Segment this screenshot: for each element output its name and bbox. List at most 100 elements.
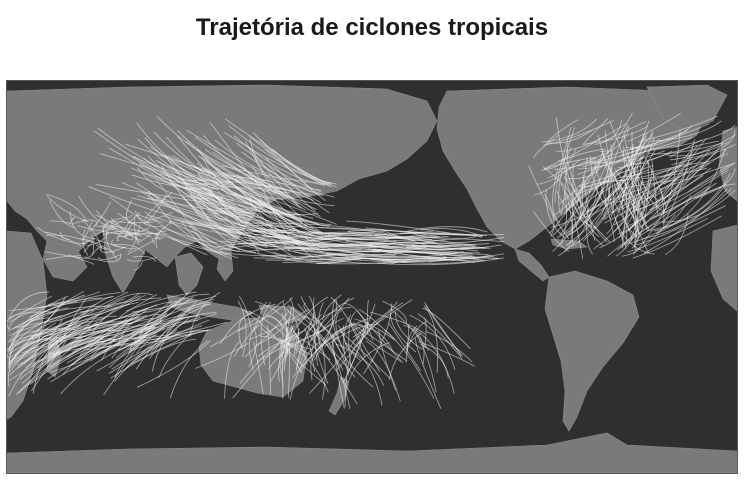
cyclone-track-south-pacific: [260, 336, 315, 358]
cyclone-track-south-pacific: [253, 341, 264, 395]
cyclone-track-north-atlantic-recurve: [601, 121, 647, 143]
cyclone-track-northeast-pacific: [279, 248, 355, 256]
cyclone-track-northwest-pacific: [186, 129, 294, 190]
cyclone-track-north-indian: [132, 255, 157, 263]
cyclone-track-north-atlantic: [613, 200, 633, 241]
cyclone-track-northwest-pacific: [248, 146, 301, 208]
cyclone-track-north-atlantic: [653, 169, 729, 218]
cyclone-track-south-indian: [30, 319, 133, 337]
cyclone-track-south-indian: [103, 334, 147, 396]
cyclone-track-south-indian: [130, 332, 196, 365]
cyclone-track-northeast-pacific: [420, 228, 483, 237]
cyclone-track-north-atlantic: [632, 168, 688, 255]
cyclone-track-north-atlantic-recurve: [641, 167, 708, 180]
cyclone-track-north-indian: [105, 230, 118, 260]
cyclone-track-northeast-pacific: [337, 247, 422, 252]
cyclone-track-north-indian: [83, 219, 94, 240]
cyclone-track-north-atlantic-recurve: [583, 118, 609, 144]
cyclone-track-north-atlantic: [604, 161, 646, 216]
cyclone-track-north-indian: [86, 231, 109, 247]
cyclone-track-north-indian: [102, 216, 127, 233]
cyclone-track-north-atlantic-recurve: [625, 125, 693, 149]
cyclone-track-northwest-pacific: [235, 178, 285, 200]
cyclone-track-south-pacific: [322, 299, 338, 342]
cyclone-track-south-pacific: [232, 344, 279, 399]
cyclone-track-south-indian: [54, 298, 87, 357]
cyclone-track-south-indian: [128, 329, 178, 352]
cyclone-track-northwest-pacific: [169, 181, 227, 214]
cyclone-track-north-atlantic-recurve: [671, 144, 736, 166]
cyclone-track-north-atlantic-recurve: [669, 139, 703, 158]
cyclone-track-north-atlantic-recurve: [598, 169, 650, 196]
cyclone-track-south-indian: [114, 328, 212, 347]
cyclone-track-south-pacific: [352, 301, 398, 338]
cyclone-track-south-indian: [15, 338, 112, 396]
cyclone-track-north-atlantic-recurve: [587, 150, 665, 164]
cyclone-track-northwest-pacific: [249, 138, 302, 209]
cyclone-track-northeast-pacific: [412, 237, 489, 249]
cyclone-track-north-atlantic-recurve: [600, 126, 630, 152]
cyclone-track-south-pacific: [285, 343, 329, 393]
cyclone-track-north-indian: [124, 222, 133, 238]
cyclone-track-northwest-pacific: [220, 165, 332, 185]
cyclone-track-south-pacific: [314, 329, 344, 371]
cyclone-track-northwest-pacific: [136, 122, 226, 191]
cyclone-track-north-indian: [111, 239, 127, 248]
cyclone-track-south-indian: [32, 334, 66, 394]
cyclone-track-northwest-pacific: [189, 221, 241, 252]
cyclone-track-south-indian: [60, 338, 146, 395]
cyclone-track-north-indian: [59, 231, 71, 240]
cyclone-track-northwest-pacific: [189, 188, 269, 224]
cyclone-track-northeast-pacific: [376, 257, 504, 266]
cyclone-track-south-pacific: [313, 297, 318, 367]
cyclone-track-northeast-pacific: [334, 243, 473, 257]
cyclone-track-north-atlantic-recurve: [650, 120, 722, 142]
cyclone-track-south-indian: [8, 300, 78, 321]
cyclone-track-northwest-pacific: [267, 163, 316, 213]
cyclone-track-south-pacific: [350, 322, 407, 362]
cyclone-track-north-atlantic: [564, 200, 582, 234]
cyclone-track-northwest-pacific: [136, 195, 223, 222]
cyclone-track-northwest-pacific: [147, 191, 228, 256]
cyclone-track-northeast-pacific: [227, 239, 363, 251]
cyclone-track-north-atlantic-recurve: [640, 170, 684, 200]
cyclone-track-north-atlantic-recurve: [579, 165, 642, 186]
cyclone-track-north-atlantic: [587, 142, 616, 218]
cyclone-track-south-indian: [60, 321, 128, 358]
cyclone-track-northwest-pacific: [214, 223, 304, 248]
cyclone-track-north-indian: [96, 228, 114, 235]
cyclone-track-northwest-pacific: [233, 135, 326, 186]
cyclone-track-south-pacific: [339, 330, 391, 380]
cyclone-track-northwest-pacific: [121, 182, 228, 222]
cyclone-track-north-atlantic-recurve: [609, 158, 644, 177]
cyclone-track-south-pacific: [414, 338, 442, 409]
cyclone-track-north-atlantic-recurve: [694, 167, 736, 199]
cyclone-track-north-indian: [134, 260, 143, 271]
cyclone-track-north-atlantic-recurve: [545, 119, 579, 145]
cyclone-track-north-indian: [45, 255, 82, 261]
cyclone-track-north-atlantic: [630, 144, 648, 224]
cyclone-track-northwest-pacific: [165, 155, 212, 226]
cyclone-track-north-indian: [138, 232, 153, 243]
cyclone-track-north-atlantic: [560, 142, 569, 215]
cyclone-track-north-atlantic-recurve: [533, 174, 563, 196]
cyclone-track-north-indian: [46, 195, 89, 223]
cyclone-track-south-pacific: [281, 312, 289, 357]
cyclone-track-south-pacific: [281, 307, 292, 358]
cyclone-track-south-indian: [14, 305, 113, 329]
cyclone-track-northeast-pacific: [368, 239, 438, 244]
cyclone-track-northeast-pacific: [406, 226, 488, 233]
cyclone-track-northwest-pacific: [236, 142, 322, 193]
cyclone-track-south-pacific: [424, 302, 463, 357]
cyclone-track-north-atlantic-recurve: [659, 162, 736, 190]
cyclone-track-north-atlantic-recurve: [629, 130, 654, 151]
land-west-africa: [710, 224, 737, 312]
cyclone-track-north-indian: [127, 225, 141, 253]
cyclone-track-north-indian: [73, 219, 98, 225]
cyclone-track-north-indian: [110, 222, 118, 230]
cyclone-track-south-indian: [136, 339, 212, 388]
cyclone-track-north-atlantic-recurve: [675, 124, 736, 148]
cyclone-track-south-indian: [189, 291, 221, 338]
cyclone-track-south-indian: [22, 336, 103, 384]
cyclone-track-north-atlantic-recurve: [556, 122, 627, 152]
